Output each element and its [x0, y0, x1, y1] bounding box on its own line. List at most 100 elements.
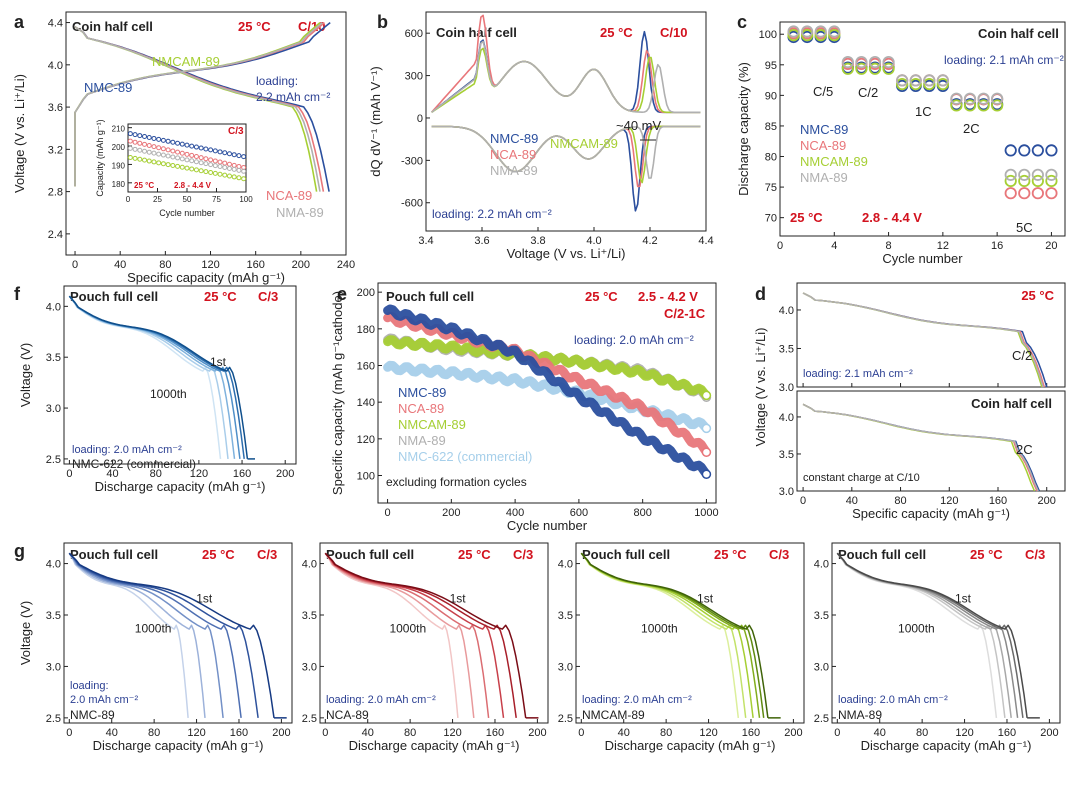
rate-point-NMA-89	[909, 74, 922, 87]
panel-e-loading: loading: 2.0 mAh cm⁻²	[574, 333, 694, 347]
y-tick-label: 300	[405, 71, 423, 83]
inset-point-NCA-89	[203, 156, 209, 162]
inset-point-NMC-89	[179, 141, 185, 147]
y-tick-label: 90	[765, 90, 777, 102]
inset-point-NMA-89	[146, 149, 152, 155]
inset-point-NMA-89	[127, 145, 133, 151]
panel-f-label: f	[14, 284, 21, 304]
x-tick-label: 40	[106, 727, 118, 739]
g-discharge-curve-4	[68, 552, 242, 718]
inset-point-NMA-89	[184, 157, 190, 163]
inset-point-NCA-89	[146, 143, 152, 149]
inset-point-NCA-89	[132, 139, 138, 145]
x-tick-label: 200	[276, 468, 294, 480]
y-axis-label: Voltage (V vs. Li⁺/Li)	[12, 74, 27, 193]
rate-label-5C: 5C	[1016, 220, 1033, 235]
g-discharge-curve-1	[324, 552, 459, 718]
x-tick-label: 200	[292, 259, 310, 271]
x-tick-label: 1000	[694, 507, 718, 519]
x-axis-label: Discharge capacity (mAh g⁻¹)	[605, 738, 776, 753]
inset-point-NCA-89	[179, 150, 185, 156]
x-tick-label: 80	[660, 727, 672, 739]
y-tick-label: 2.5	[46, 713, 61, 725]
rate-point-NMCAM-89	[828, 29, 841, 42]
legend-NMC-89: NMC-89	[398, 385, 446, 400]
x-tick-label: 400	[506, 507, 524, 519]
legend-nmc: NMC-89	[84, 80, 132, 95]
legend-NMCAM-89: NMCAM-89	[398, 417, 466, 432]
y-tick-label: 3.0	[779, 382, 794, 394]
cycling-band-NMC-89	[383, 304, 711, 479]
g-discharge-curve-3	[68, 552, 224, 718]
inset-point-NCA-89	[208, 157, 214, 163]
inset-point-NCA-89	[198, 155, 204, 161]
plot-frame	[796, 282, 1066, 388]
top-rate-label: C/2	[1012, 348, 1032, 363]
rate-point-NMA-89	[936, 74, 949, 87]
y-tick-label: 120	[357, 434, 375, 446]
x-tick-label: 200	[528, 727, 546, 739]
x-tick-label: 160	[233, 468, 251, 480]
x-tick-label: 120	[699, 727, 717, 739]
bottom-rate-label: 2C	[1016, 442, 1033, 457]
y-tick-label: 3.5	[558, 610, 573, 622]
y-tick-label: 200	[357, 287, 375, 299]
inset-point-NCA-89	[212, 158, 218, 164]
x-tick-label: 0	[578, 727, 584, 739]
g-rate: C/3	[1025, 547, 1045, 562]
y-tick-label: 4.0	[558, 559, 573, 571]
rate-point-NMA-89	[801, 25, 814, 38]
panel-b-loading: loading: 2.2 mAh cm⁻²	[432, 207, 552, 221]
x-tick-label: 80	[916, 727, 928, 739]
g-discharge-curve-1	[68, 552, 189, 718]
y-tick-label: 3.0	[46, 661, 61, 673]
y-axis-label: Specific capacity (mAh g⁻¹cathode)	[330, 291, 345, 495]
panel-b-label: b	[377, 12, 388, 32]
discharge-curve-2	[68, 295, 229, 459]
g-rate: C/3	[257, 547, 277, 562]
panel-e-window: 2.5 - 4.2 V	[638, 289, 698, 304]
y-tick-label: 160	[357, 361, 375, 373]
inset-point-NMC-89	[236, 153, 242, 159]
inset-point-NMC-89	[165, 138, 171, 144]
x-tick-label: 0	[777, 240, 783, 252]
y-tick-label: 2.5	[46, 454, 61, 466]
g-material: NMCAM-89	[582, 708, 645, 722]
g-title: Pouch full cell	[582, 547, 670, 562]
plot-frame	[575, 542, 805, 724]
g-discharge-curve-2	[68, 552, 206, 718]
inset-point-NMC-89	[132, 132, 138, 138]
shift-annotation: ~40 mV	[616, 118, 661, 133]
inset-point-NMA-89	[142, 148, 148, 154]
inset-point-NMA-89	[203, 161, 209, 167]
y-tick-label: 0	[417, 113, 423, 125]
x-axis-label: Specific capacity (mAh g⁻¹)	[852, 506, 1010, 521]
inset-point-NMC-89	[241, 154, 247, 160]
plot-frame	[831, 542, 1061, 724]
inset-point-NCA-89	[184, 151, 190, 157]
inset-point-NMC-89	[156, 136, 162, 142]
x-axis-label: Cycle number	[882, 251, 963, 266]
inset-point-NMCAM-89	[198, 168, 204, 174]
inset-point-NMA-89	[189, 158, 195, 164]
y-tick-label: 4.0	[302, 559, 317, 571]
rate-point-NMCAM-89	[1031, 174, 1044, 188]
panel-d-temp: 25 °C	[1021, 288, 1054, 303]
x-tick-label: 120	[201, 259, 219, 271]
inset-point-NMCAM-89	[165, 162, 171, 168]
panel-e-label: e	[337, 284, 347, 304]
inset-point-NMA-89	[175, 155, 181, 161]
g-loading-1: loading: 2.0 mAh cm⁻²	[326, 694, 436, 706]
profile-NMA-89	[802, 292, 1044, 388]
y-tick-label: 3.5	[779, 343, 794, 355]
inset-point-NCA-89	[165, 147, 171, 153]
y-axis-label: Capacity (mAh g⁻¹)	[95, 119, 105, 196]
y-tick-label: 3.5	[779, 449, 794, 461]
cycling-end-NMCAM-89	[701, 390, 712, 401]
x-tick-label: 40	[114, 259, 126, 271]
inset-point-NMCAM-89	[184, 165, 190, 171]
rate-point-NMC-89	[1004, 144, 1017, 157]
x-tick-label: 40	[362, 727, 374, 739]
charge-curve-NMA-89	[74, 21, 323, 187]
